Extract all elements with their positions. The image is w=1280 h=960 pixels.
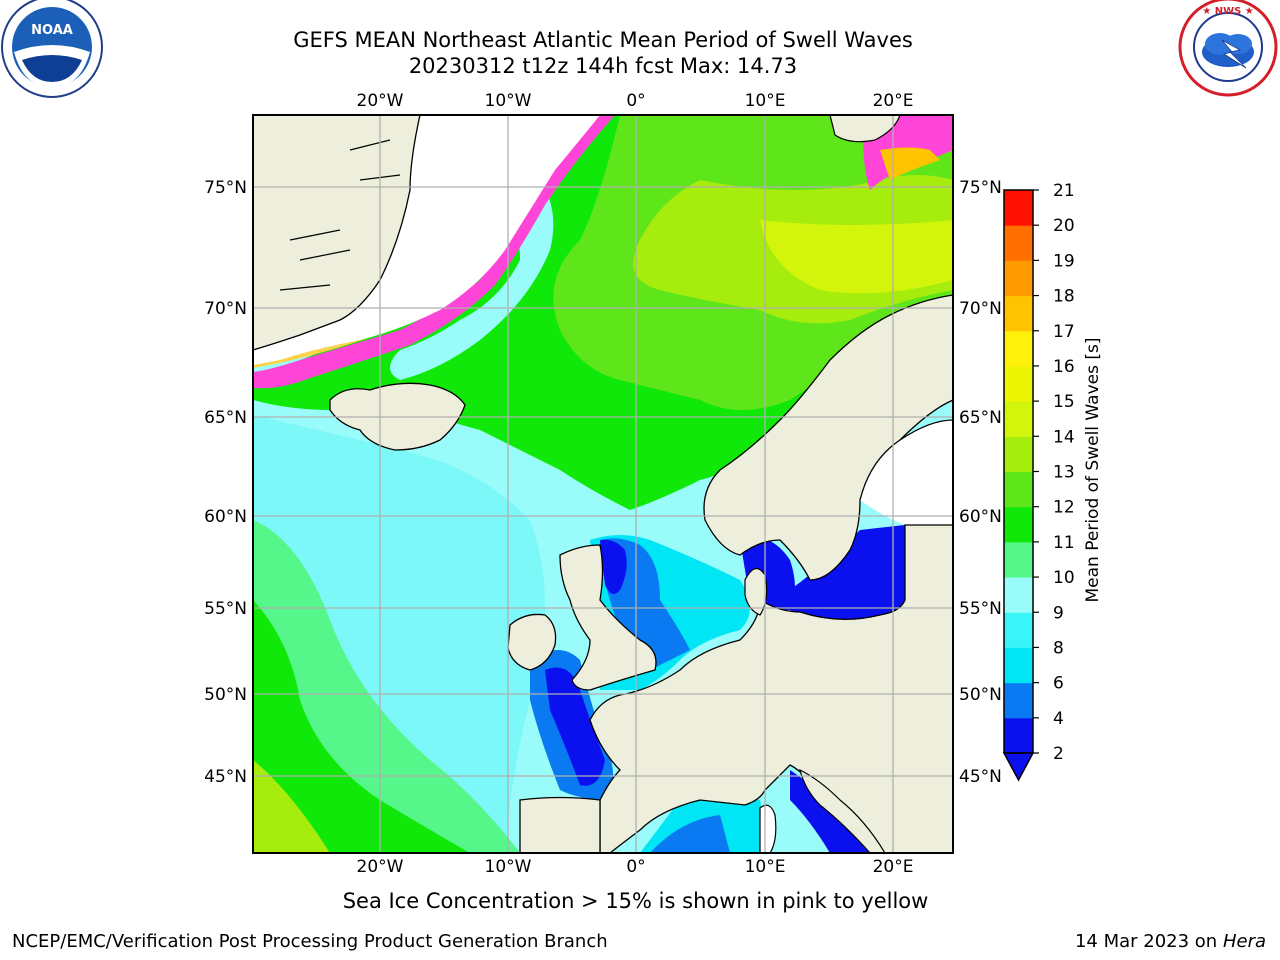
colorbar-tick-label: 11 bbox=[1053, 533, 1075, 553]
noaa-logo-text: NOAA bbox=[31, 23, 73, 38]
lon-label-bottom: 10°W bbox=[485, 857, 532, 877]
colorbar-segment bbox=[1004, 330, 1033, 367]
colorbar-tick-label: 13 bbox=[1053, 463, 1075, 483]
lon-label-top: 0° bbox=[626, 91, 645, 111]
colorbar-segment bbox=[1004, 541, 1033, 578]
colorbar-segment bbox=[1004, 612, 1033, 648]
colorbar-segment bbox=[1004, 401, 1033, 437]
colorbar-tick-label: 17 bbox=[1053, 322, 1075, 342]
colorbar-segment bbox=[1004, 506, 1033, 543]
colorbar-label: Mean Period of Swell Waves [s] bbox=[1083, 338, 1103, 603]
lon-label-top: 20°W bbox=[357, 91, 404, 111]
colorbar-tick-label: 19 bbox=[1053, 251, 1075, 271]
colorbar-segment bbox=[1004, 436, 1033, 472]
nws-logo-icon: ★ NWS ★ bbox=[1178, 0, 1278, 97]
colorbar: 2 4 6 8 9 10 11 12 13 14 15 16 17 18 19 20 21 bbox=[1002, 181, 1075, 782]
noaa-logo-icon: NOAA bbox=[1, 0, 103, 98]
colorbar-segment bbox=[1004, 471, 1033, 508]
footer-credit: NCEP/EMC/Verification Post Processing Pr… bbox=[12, 931, 608, 952]
lat-label-right: 75°N bbox=[959, 178, 1002, 198]
sea-ice-note: Sea Ice Concentration > 15% is shown in … bbox=[342, 889, 929, 913]
colorbar-segment bbox=[1004, 225, 1033, 261]
lon-label-bottom: 0° bbox=[626, 857, 645, 877]
colorbar-segment bbox=[1004, 717, 1033, 754]
colorbar-tick-label: 21 bbox=[1053, 181, 1075, 201]
colorbar-tick-label: 15 bbox=[1053, 392, 1075, 412]
lat-label-right: 70°N bbox=[959, 299, 1002, 319]
colorbar-tick-label: 18 bbox=[1053, 287, 1075, 307]
lat-label-left: 75°N bbox=[204, 178, 247, 198]
lat-label-right: 50°N bbox=[959, 685, 1002, 705]
map-frame bbox=[252, 114, 954, 854]
colorbar-tick-label: 16 bbox=[1053, 357, 1075, 377]
lat-label-left: 50°N bbox=[204, 685, 247, 705]
footer-host: Hera bbox=[1222, 931, 1266, 952]
chart-subtitle: 20230312 t12z 144h fcst Max: 14.73 bbox=[408, 54, 798, 78]
chart-title: GEFS MEAN Northeast Atlantic Mean Period… bbox=[293, 28, 913, 52]
colorbar-tick-label: 10 bbox=[1053, 568, 1075, 588]
map-panel bbox=[253, 115, 953, 853]
svg-text:★ NWS ★: ★ NWS ★ bbox=[1202, 6, 1254, 17]
lat-label-left: 45°N bbox=[204, 767, 247, 787]
footer-date: 14 Mar 2023 on Hera bbox=[1075, 931, 1266, 952]
lon-label-top: 20°E bbox=[873, 91, 914, 111]
colorbar-tick-label: 8 bbox=[1053, 638, 1064, 658]
lat-label-right: 55°N bbox=[959, 599, 1002, 619]
colorbar-segment bbox=[1004, 295, 1033, 332]
lon-label-top: 10°W bbox=[485, 91, 532, 111]
colorbar-tick-label: 9 bbox=[1053, 603, 1064, 623]
lat-label-left: 65°N bbox=[204, 408, 247, 428]
lon-label-bottom: 10°E bbox=[745, 857, 786, 877]
lat-label-right: 45°N bbox=[959, 767, 1002, 787]
colorbar-tick-label: 20 bbox=[1053, 216, 1075, 236]
lat-label-left: 60°N bbox=[204, 507, 247, 527]
colorbar-segment bbox=[1004, 260, 1033, 297]
colorbar-segment bbox=[1004, 647, 1033, 684]
lon-label-top: 10°E bbox=[745, 91, 786, 111]
gridlines bbox=[253, 115, 953, 853]
colorbar-tick-label: 2 bbox=[1053, 744, 1064, 764]
colorbar-segment bbox=[1004, 682, 1033, 719]
colorbar-segment bbox=[1004, 577, 1033, 613]
lat-label-left: 70°N bbox=[204, 299, 247, 319]
lat-label-right: 65°N bbox=[959, 408, 1002, 428]
colorbar-tick-label: 4 bbox=[1053, 709, 1064, 729]
colorbar-tick-label: 6 bbox=[1053, 674, 1064, 694]
colorbar-segment bbox=[1004, 190, 1033, 226]
colorbar-tick-label: 14 bbox=[1053, 427, 1075, 447]
lat-label-right: 60°N bbox=[959, 507, 1002, 527]
colorbar-extend-arrow bbox=[1002, 752, 1035, 782]
lon-label-bottom: 20°W bbox=[357, 857, 404, 877]
colorbar-tick-label: 12 bbox=[1053, 498, 1075, 518]
footer-date-text: 14 Mar 2023 on bbox=[1074, 931, 1218, 952]
colorbar-segment bbox=[1004, 365, 1033, 402]
lon-label-bottom: 20°E bbox=[873, 857, 914, 877]
lat-label-left: 55°N bbox=[204, 599, 247, 619]
